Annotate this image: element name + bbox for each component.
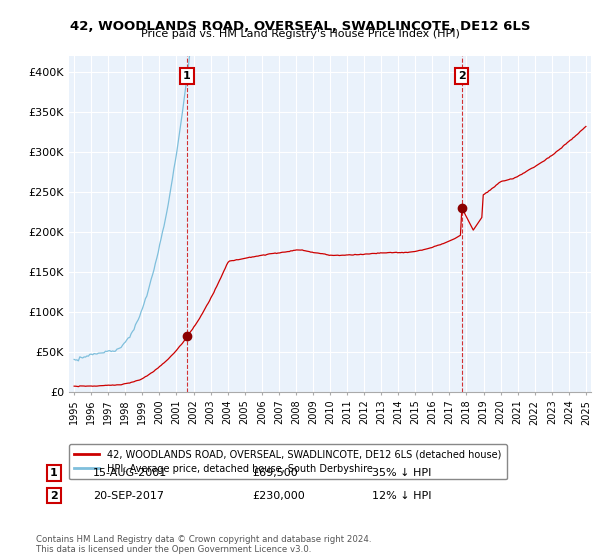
Text: 20-SEP-2017: 20-SEP-2017 — [93, 491, 164, 501]
Text: 15-AUG-2001: 15-AUG-2001 — [93, 468, 167, 478]
Text: 1: 1 — [50, 468, 58, 478]
Legend: 42, WOODLANDS ROAD, OVERSEAL, SWADLINCOTE, DE12 6LS (detached house), HPI: Avera: 42, WOODLANDS ROAD, OVERSEAL, SWADLINCOT… — [68, 444, 507, 479]
Text: Contains HM Land Registry data © Crown copyright and database right 2024.
This d: Contains HM Land Registry data © Crown c… — [36, 535, 371, 554]
Text: £230,000: £230,000 — [252, 491, 305, 501]
Text: 2: 2 — [50, 491, 58, 501]
Text: Price paid vs. HM Land Registry's House Price Index (HPI): Price paid vs. HM Land Registry's House … — [140, 29, 460, 39]
Text: 1: 1 — [183, 71, 191, 81]
Text: 2: 2 — [458, 71, 466, 81]
Text: 35% ↓ HPI: 35% ↓ HPI — [372, 468, 431, 478]
Text: 42, WOODLANDS ROAD, OVERSEAL, SWADLINCOTE, DE12 6LS: 42, WOODLANDS ROAD, OVERSEAL, SWADLINCOT… — [70, 20, 530, 32]
Text: 12% ↓ HPI: 12% ↓ HPI — [372, 491, 431, 501]
Text: £69,500: £69,500 — [252, 468, 298, 478]
